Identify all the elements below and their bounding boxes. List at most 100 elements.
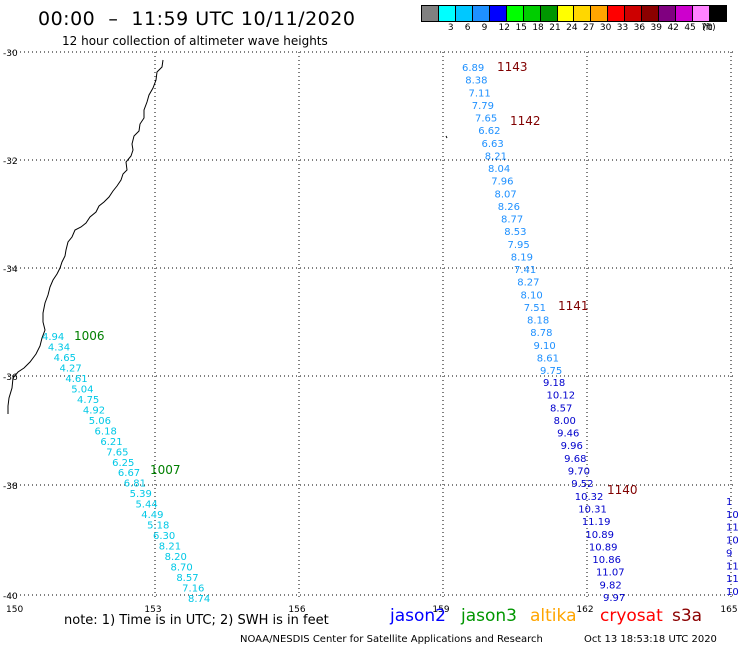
legend-swatch-label: 21: [549, 23, 561, 33]
satellite-name: altika: [530, 606, 577, 626]
wave-height-value: 8.57: [550, 403, 572, 414]
wave-height-value: 7.11: [469, 88, 491, 99]
latitude-label: -40: [3, 592, 18, 602]
wave-height-value: 8.77: [501, 215, 523, 226]
legend-swatch: [591, 6, 609, 21]
satellite-name: s3a: [672, 606, 703, 626]
wave-height-value: 9.52: [571, 479, 593, 490]
wave-height-value: 8.07: [495, 189, 517, 200]
longitude-label: 150: [6, 605, 23, 615]
legend-swatch: [659, 6, 677, 21]
wave-height-value: 6.25: [112, 458, 134, 469]
wave-height-value: 8.78: [530, 328, 552, 339]
wave-height-value: 8.26: [498, 202, 520, 213]
legend-swatch-label: 18: [532, 23, 544, 33]
legend-swatch: [693, 6, 710, 21]
legend-swatch-label: 3: [447, 23, 454, 33]
legend-swatch-label: 70: [701, 23, 713, 33]
legend-swatch: [523, 6, 541, 21]
wave-height-value: 8.21: [485, 151, 507, 162]
longitude-label: 159: [432, 605, 449, 615]
legend-swatch-label: 15: [515, 23, 527, 33]
longitude-label: 153: [144, 605, 161, 615]
pass-id-label: 1141: [558, 299, 589, 313]
wave-height-value: 4.61: [65, 374, 87, 385]
wave-height-value: 9.18: [543, 378, 565, 389]
legend-swatch-label: 27: [583, 23, 595, 33]
wave-height-value: 8.19: [511, 252, 533, 263]
satellite-name: jason2: [390, 606, 446, 626]
wave-height-value: 4.65: [54, 353, 76, 364]
wave-height-value: 4.75: [77, 395, 99, 406]
wave-height-value: 11: [726, 523, 739, 534]
wave-height-value: 10.89: [589, 542, 618, 553]
wave-height-value: 9.96: [561, 441, 583, 452]
legend-swatch: [422, 6, 439, 21]
legend-swatch: [557, 6, 575, 21]
wave-height-value: 10: [726, 587, 739, 598]
wave-height-value: 5.39: [130, 489, 152, 500]
wave-height-value: 7.79: [472, 101, 494, 112]
wave-height-value: 11.19: [582, 517, 611, 528]
satellite-name: jason3: [461, 606, 517, 626]
wave-height-value: 6.89: [462, 63, 484, 74]
latitude-label: -36: [3, 373, 18, 383]
legend-swatch: [625, 6, 643, 21]
lat-lon-grid: [8, 51, 735, 598]
wave-height-value: 10: [726, 536, 739, 547]
wave-height-value: 6.30: [153, 531, 175, 542]
wave-height-value: 10.12: [547, 391, 576, 402]
wave-height-value: 4.34: [48, 342, 70, 353]
wave-height-value: 5.44: [135, 500, 157, 511]
latitude-label: -32: [3, 157, 18, 167]
legend-swatch: [608, 6, 626, 21]
wave-height-value: 4.27: [60, 363, 82, 374]
pass-id-label: 1007: [150, 463, 181, 477]
legend-swatch: [506, 6, 524, 21]
wave-height-value: 6.21: [100, 437, 122, 448]
wave-height-value: 6.67: [118, 468, 140, 479]
wave-height-value: 5.04: [71, 384, 93, 395]
footer-note: note: 1) Time is in UTC; 2) SWH is in fe…: [64, 613, 329, 628]
wave-height-value: 8.27: [517, 278, 539, 289]
credit-line: NOAA/NESDIS Center for Satellite Applica…: [240, 634, 543, 645]
wave-height-value: 7.65: [106, 447, 128, 458]
wave-height-value: 8.61: [537, 353, 559, 364]
wave-height-value: 7.16: [182, 584, 204, 595]
latitude-label: -38: [3, 482, 18, 492]
wave-height-value: 6.81: [124, 479, 146, 490]
color-scale-labels: 3 6 9 12 15 18 21 24 27 30 33 36 39 42 45 70 (ft): [421, 23, 728, 37]
wave-height-value: 8.10: [521, 290, 543, 301]
legend-swatch-label: 24: [566, 23, 578, 33]
legend-swatch-label: 36: [633, 23, 646, 33]
legend-swatch: [455, 6, 473, 21]
latitude-label: -30: [3, 49, 18, 59]
wave-height-value: 10.86: [592, 555, 621, 566]
wave-height-value: 9.70: [568, 467, 590, 478]
wave-height-value: 4.49: [141, 510, 163, 521]
satellite-name: cryosat: [600, 606, 663, 626]
wave-height-value: 8.74: [188, 594, 210, 605]
color-scale-bar: [421, 5, 727, 22]
legend-swatch: [676, 6, 693, 21]
legend-swatch-label: 45: [684, 23, 696, 33]
wave-height-value: 10: [726, 510, 739, 521]
wave-height-value: 7.51: [524, 303, 546, 314]
coastline: [7, 59, 164, 414]
legend-swatch: [642, 6, 660, 21]
legend-swatch: [489, 6, 507, 21]
longitude-label: 156: [288, 605, 305, 615]
wave-height-value: 7.95: [508, 240, 530, 251]
wave-height-value: 9.75: [540, 366, 562, 377]
wave-height-value: 9.10: [534, 341, 556, 352]
pass-id-label: 1140: [607, 483, 638, 497]
wave-height-value: 1: [726, 497, 732, 508]
wave-height-value: 7.96: [491, 177, 513, 188]
wave-height-value: 8.53: [504, 227, 526, 238]
wave-height-value: 8.18: [527, 316, 549, 327]
wave-height-value: 7.65: [475, 114, 497, 125]
legend-swatch: [472, 6, 490, 21]
pass-id-label: 1142: [510, 114, 541, 128]
latitude-label: -34: [3, 265, 18, 275]
